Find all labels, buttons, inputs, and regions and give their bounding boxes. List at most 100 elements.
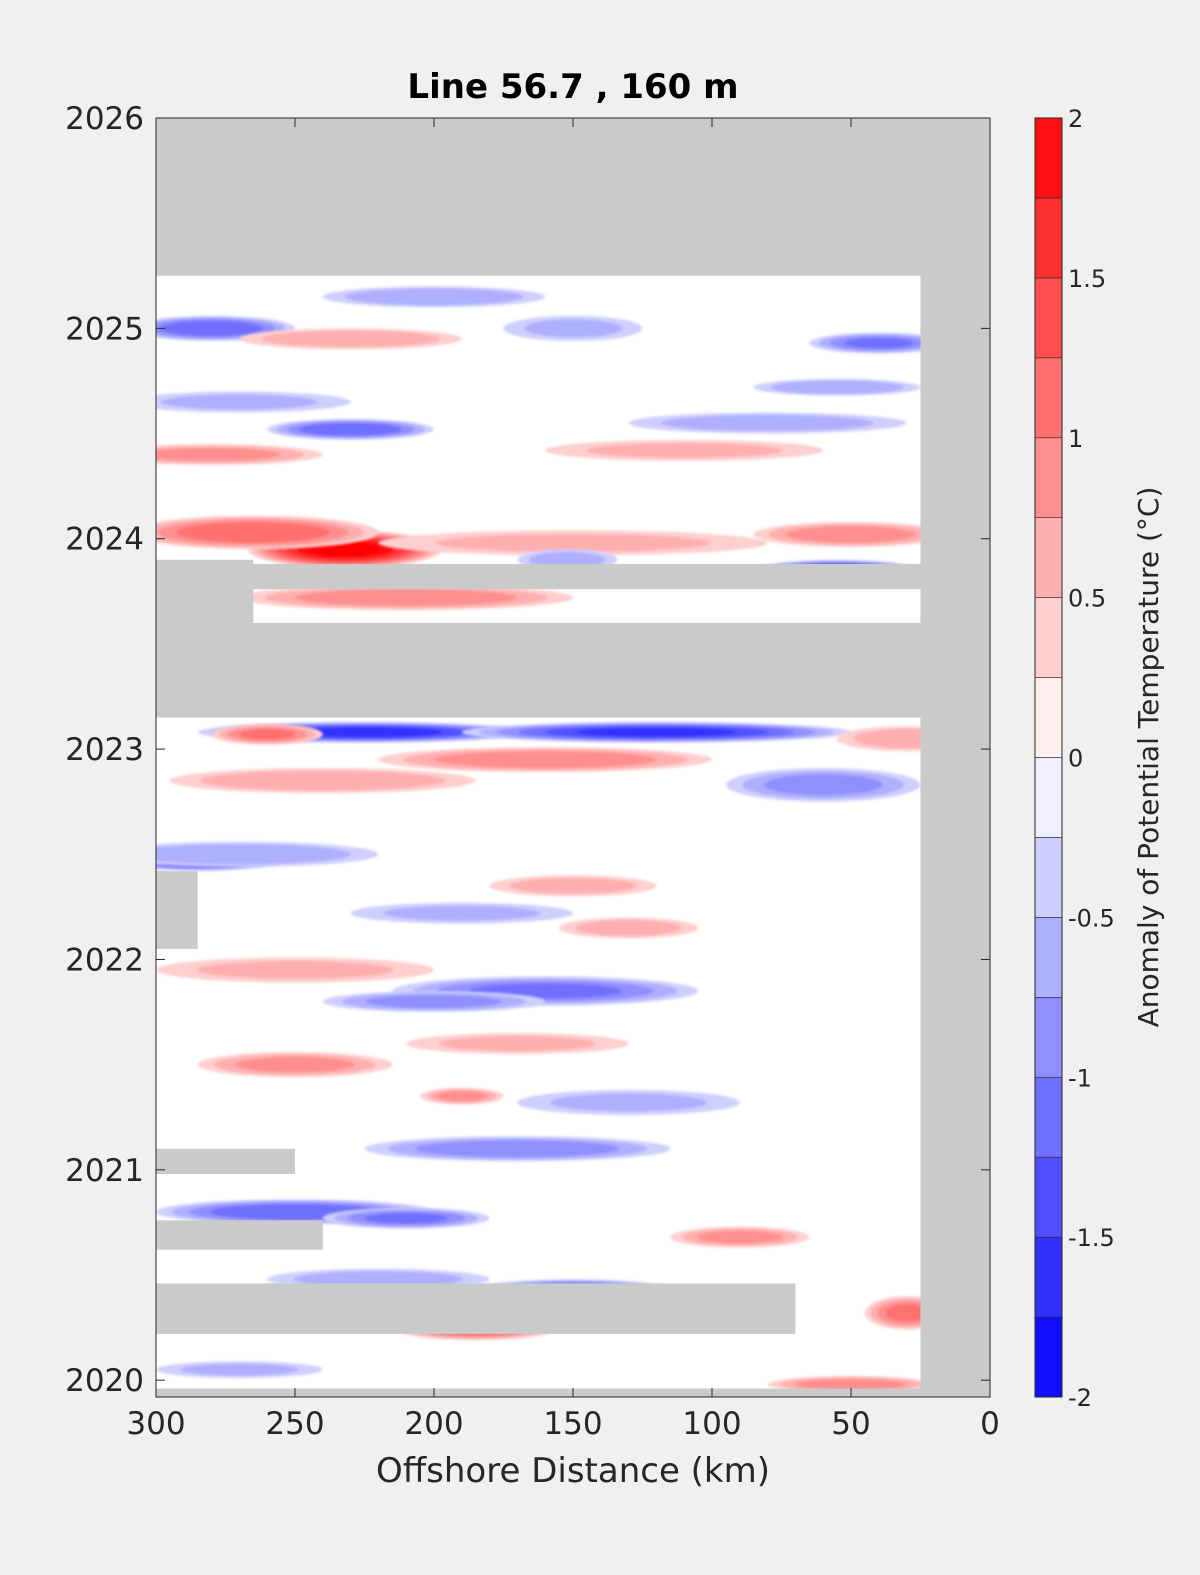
- colorbar-segment: [1034, 677, 1063, 758]
- anomaly-feature: [406, 1033, 629, 1055]
- anomaly-contour-band: [770, 380, 904, 395]
- anomaly-contour-band: [436, 1091, 488, 1102]
- colorbar-segment: [1034, 1156, 1063, 1238]
- anomaly-feature: [364, 1136, 671, 1162]
- colorbar-segment: [1034, 837, 1063, 918]
- y-tick-label: 2022: [65, 942, 144, 978]
- anomaly-feature: [156, 957, 434, 983]
- colorbar-tick-label: 1: [1068, 425, 1083, 453]
- anomaly-feature: [559, 917, 699, 939]
- colorbar-segment: [1034, 357, 1063, 439]
- anomaly-contour-band: [383, 905, 541, 921]
- anomaly-feature: [322, 1207, 490, 1229]
- anomaly-feature: [156, 841, 379, 867]
- anomaly-contour-band: [295, 589, 518, 607]
- anomaly-feature: [670, 1226, 810, 1248]
- anomaly-contour-band: [763, 774, 883, 796]
- no-data-region: [920, 118, 990, 1397]
- anomaly-contour-band: [344, 288, 524, 306]
- x-tick-label: 100: [682, 1406, 741, 1442]
- anomaly-contour-band: [523, 319, 623, 338]
- anomaly-contour-band: [438, 1036, 597, 1052]
- anomaly-feature: [197, 1052, 393, 1078]
- anomaly-feature: [239, 585, 573, 611]
- anomaly-contour-band: [176, 522, 330, 543]
- anomaly-feature: [322, 991, 546, 1013]
- y-tick-label: 2023: [65, 732, 144, 768]
- x-tick-label: 200: [404, 1406, 463, 1442]
- anomaly-contour-band: [435, 534, 711, 552]
- chart-title: Line 56.7 , 160 m: [407, 67, 738, 107]
- anomaly-contour-band: [575, 919, 682, 936]
- colorbar-segment: [1034, 757, 1063, 838]
- no-data-region: [156, 1283, 796, 1334]
- x-tick-label: 300: [126, 1406, 185, 1442]
- colorbar-label: Anomaly of Potential Temperature (°C): [1132, 487, 1165, 1028]
- anomaly-feature: [378, 530, 768, 556]
- y-tick-label: 2020: [65, 1363, 144, 1399]
- colorbar-tick-label: -1: [1068, 1064, 1092, 1092]
- anomaly-contour-band: [434, 751, 657, 769]
- anomaly-feature: [239, 328, 462, 350]
- colorbar-segment: [1034, 1236, 1063, 1318]
- anomaly-feature: [267, 418, 434, 440]
- anomaly-contour-band: [365, 995, 503, 1008]
- y-tick-label: 2026: [65, 101, 144, 137]
- x-tick-label: 0: [980, 1406, 1000, 1442]
- colorbar-tick-label: -1.5: [1068, 1224, 1115, 1252]
- anomaly-contour-band: [415, 1140, 620, 1158]
- anomaly-feature: [545, 439, 824, 461]
- anomaly-contour-band: [235, 1056, 355, 1073]
- anomaly-contour-band: [261, 330, 440, 348]
- anomaly-feature: [753, 378, 921, 396]
- anomaly-contour-band: [697, 1230, 783, 1244]
- anomaly-contour-band: [844, 337, 914, 349]
- anomaly-feature: [517, 1089, 740, 1116]
- x-axis: 300 250 200 150 100 50 0: [126, 118, 1000, 1442]
- colorbar-segment: [1034, 997, 1063, 1078]
- anomaly-contour-band: [576, 727, 736, 737]
- x-tick-label: 50: [831, 1406, 870, 1442]
- colorbar-segment: [1034, 517, 1063, 598]
- anomaly-feature: [420, 1087, 504, 1105]
- no-data-region: [156, 622, 990, 718]
- no-data-region: [156, 1220, 323, 1250]
- colorbar: -2 -1.5 -1 -0.5 0 0.5 1 1.5 2: [1034, 105, 1115, 1412]
- colorbar-segment: [1034, 597, 1063, 678]
- anomaly-feature: [211, 723, 323, 745]
- colorbar-tick-label: 0: [1068, 745, 1083, 773]
- anomaly-contour-band: [156, 844, 351, 865]
- no-data-region: [156, 118, 990, 276]
- anomaly-contour-band: [585, 442, 783, 458]
- colorbar-tick-label: 0.5: [1068, 585, 1106, 613]
- colorbar-tick-label: -2: [1068, 1384, 1092, 1412]
- x-tick-label: 150: [543, 1406, 602, 1442]
- x-axis-label: Offshore Distance (km): [376, 1451, 770, 1491]
- anomaly-feature: [461, 721, 851, 743]
- colorbar-frame: [1034, 117, 1063, 1398]
- colorbar-tick-label: -0.5: [1068, 904, 1115, 932]
- anomaly-feature: [628, 412, 907, 434]
- y-axis: 2020 2021 2022 2023 2024 2025 2026: [65, 101, 990, 1399]
- anomaly-feature: [503, 315, 643, 341]
- colorbar-segment: [1034, 1076, 1063, 1158]
- colorbar-segment: [1034, 437, 1063, 518]
- anomaly-feature: [322, 286, 546, 308]
- plot-area: [156, 118, 990, 1397]
- anomaly-contour-band: [529, 551, 606, 568]
- anomaly-feature: [753, 521, 949, 548]
- anomaly-contour-band: [160, 394, 319, 410]
- anomaly-contour-band: [196, 961, 394, 979]
- anomaly-feature: [156, 391, 351, 413]
- y-tick-label: 2024: [65, 522, 144, 558]
- anomaly-contour-band: [795, 1378, 907, 1390]
- anomaly-contour-band: [180, 1363, 299, 1376]
- anomaly-feature: [489, 875, 657, 897]
- colorbar-segment: [1034, 1316, 1063, 1398]
- anomaly-feature: [767, 1375, 935, 1393]
- anomaly-contour-band: [200, 770, 446, 791]
- anomaly-feature: [378, 746, 712, 773]
- colorbar-tick-label: 2: [1068, 105, 1083, 133]
- colorbar-segment: [1034, 277, 1063, 359]
